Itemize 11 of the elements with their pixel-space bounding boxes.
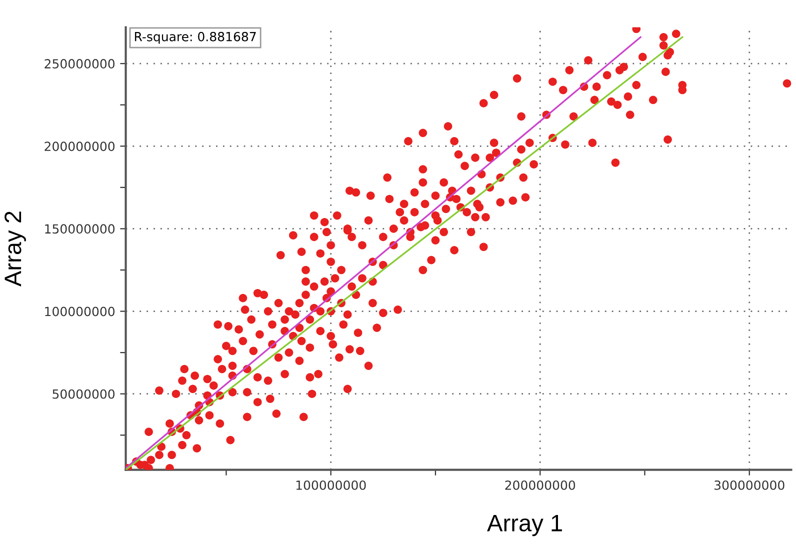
y-tick-label: 100000000	[45, 306, 115, 316]
y-tick-label: 50000000	[52, 389, 115, 399]
y-tick-label: 200000000	[44, 142, 115, 152]
x-tick-label: 100000000	[296, 480, 366, 490]
y-tick-label: 250000000	[44, 59, 115, 68]
x-tick-label: 300000000	[714, 480, 784, 490]
annotation: R-square: 0.881687	[134, 32, 256, 44]
x-axis-title: Array 1	[487, 514, 562, 536]
x-tick-label: 200000000	[505, 480, 576, 490]
y-axis-title: Array 2	[4, 212, 26, 287]
y-tick-label: 150000000	[45, 224, 115, 234]
